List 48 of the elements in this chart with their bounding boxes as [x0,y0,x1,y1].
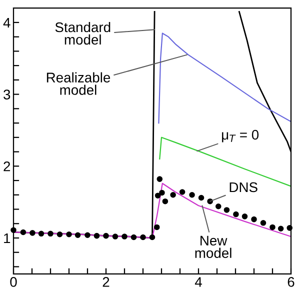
point [260,220,266,226]
annotation: DNS [230,182,258,192]
y-tick-label: 1 [4,233,10,244]
point [48,230,54,237]
point [154,192,161,198]
point [156,176,163,182]
point [103,232,109,239]
point [270,224,276,230]
point [251,216,257,222]
point [162,198,168,204]
point [30,230,36,236]
point [20,229,26,236]
x-tick-label: 0 [10,277,17,287]
annotation: Standard model [55,22,110,45]
point [130,234,137,240]
annotation: Realizable model [46,72,110,95]
point [242,214,248,220]
point [84,232,90,238]
line-series [158,32,291,124]
point [56,232,63,238]
y-tick-label: 2 [4,161,10,172]
point [159,190,165,196]
point [278,226,284,232]
annotation: μ$_{T}$ = 0 [222,130,259,142]
point [112,234,118,240]
point [74,232,81,238]
point [140,234,146,240]
y-tick-label: 3 [4,90,10,100]
point [149,234,156,240]
point [170,192,176,198]
annotation: New model [195,236,232,258]
point [215,203,222,210]
x-tick-label: 4 [194,277,202,287]
point [286,225,293,231]
point [154,224,160,230]
point [66,232,72,238]
y-tick-label: 4 [3,18,10,28]
point [189,192,195,198]
point [94,232,100,239]
point [198,194,204,201]
point [179,189,186,195]
point [233,211,239,218]
point [224,207,230,213]
point [122,234,128,240]
x-tick-label: 2 [102,277,110,287]
point [38,230,44,237]
point [10,227,16,233]
x-tick-label: 6 [288,277,294,287]
